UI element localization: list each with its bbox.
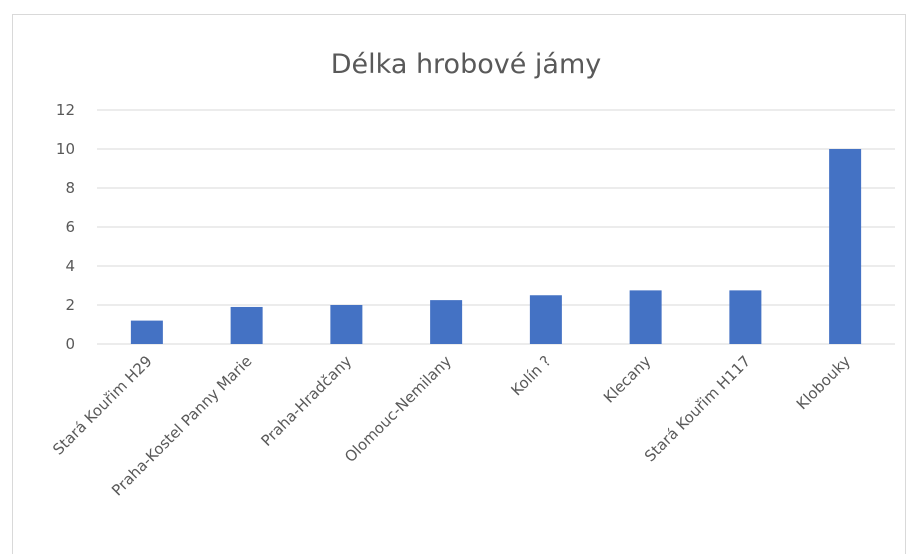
y-tick-label: 12 (56, 101, 75, 119)
bar (629, 290, 662, 344)
bar (729, 290, 762, 344)
bar (430, 300, 463, 344)
y-tick-label: 0 (65, 335, 75, 353)
y-tick-label: 4 (65, 257, 75, 275)
bar (130, 320, 163, 344)
bar (230, 306, 263, 344)
x-tick-label: Stará Kouřim H29 (49, 352, 155, 458)
y-tick-label: 6 (65, 218, 75, 236)
y-tick-label: 8 (65, 179, 75, 197)
x-tick-label: Stará Kouřim H117 (641, 352, 754, 465)
x-tick-label: Olomouc-Nemilany (341, 352, 455, 466)
bar (529, 295, 562, 344)
bar (829, 149, 862, 344)
x-tick-label: Kolín ? (507, 352, 554, 399)
x-tick-label: Praha-Hradčany (257, 352, 355, 450)
y-tick-label: 10 (56, 140, 75, 158)
y-tick-label: 2 (65, 296, 75, 314)
x-tick-label: Klobouky (793, 352, 854, 413)
grid-layer (97, 109, 895, 345)
x-tick-label: Klecany (600, 352, 655, 407)
chart-title: Délka hrobové jámy (331, 49, 602, 80)
bar-layer (130, 149, 862, 344)
bar (330, 305, 363, 344)
bar-chart: Délka hrobové jámy 0 2 4 6 8 10 12 Stará Kouři… (49, 49, 895, 499)
chart-frame: Délka hrobové jámy 0 2 4 6 8 10 12 Stará Kouři… (12, 14, 906, 554)
y-axis-tick-labels: 0 2 4 6 8 10 12 (56, 101, 75, 353)
